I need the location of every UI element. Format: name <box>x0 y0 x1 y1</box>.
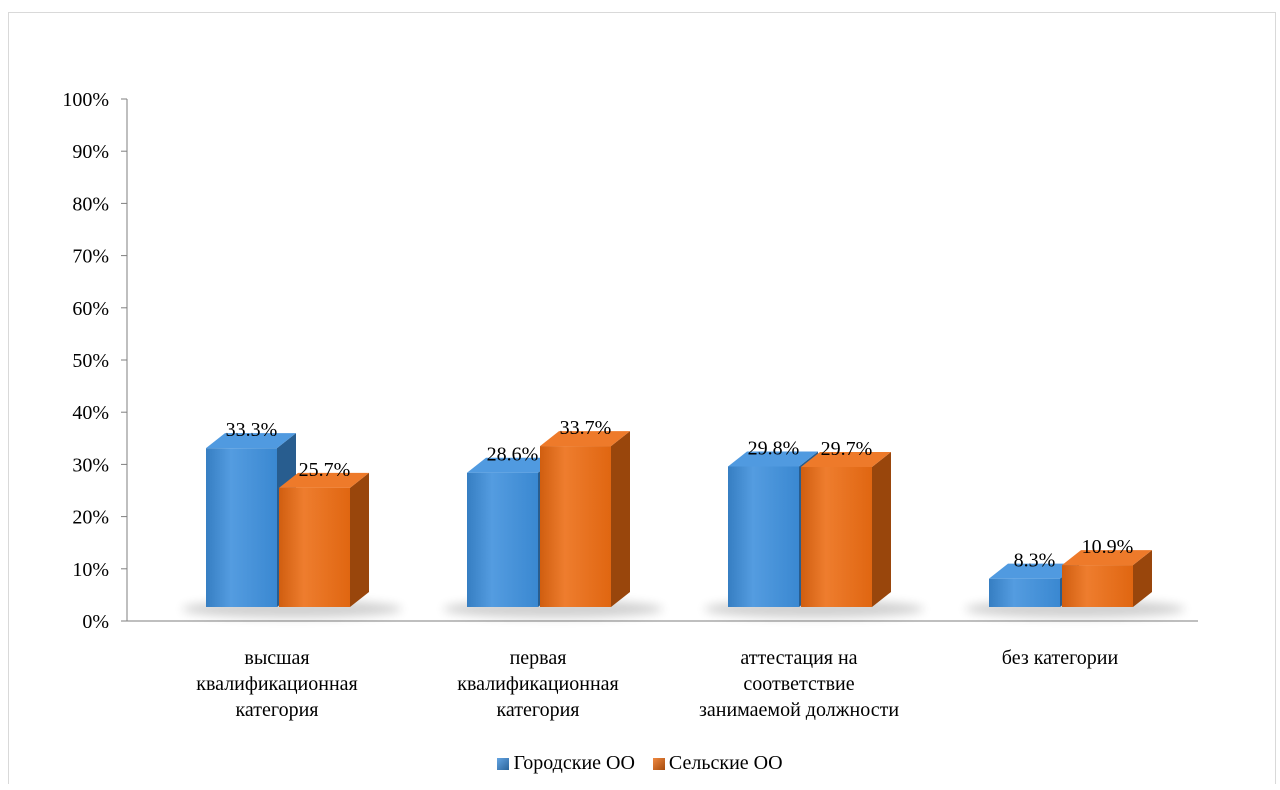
y-tick-label: 40% <box>72 402 109 424</box>
x-category-label: без категории <box>1002 647 1119 669</box>
data-label: 8.3% <box>1014 550 1056 572</box>
legend-label-series-1: Городские ОО <box>513 752 635 774</box>
x-category-label: аттестация на <box>740 647 857 669</box>
y-tick-label: 70% <box>72 246 109 268</box>
y-tick-label: 30% <box>72 454 109 476</box>
bar <box>801 466 872 607</box>
bar-top <box>801 451 891 467</box>
bar <box>206 448 277 607</box>
bar-side <box>611 431 630 607</box>
y-tick-label: 50% <box>72 350 109 372</box>
x-category-label: занимаемой должности <box>699 699 899 721</box>
data-label: 29.8% <box>748 437 800 459</box>
data-label: 10.9% <box>1082 536 1134 558</box>
bar-side <box>872 451 891 607</box>
legend-label-series-2: Сельские ОО <box>668 752 783 774</box>
data-label: 29.7% <box>821 438 873 460</box>
data-label: 28.6% <box>487 444 539 466</box>
data-label: 33.7% <box>560 417 612 439</box>
legend-swatch-series-2 <box>652 757 665 770</box>
data-label: 33.3% <box>226 419 278 441</box>
bar-chart: 0% 10% 20% 30% 40% 50% 60% 70% 80% 90% 100% 33.3% 25… <box>62 89 1198 721</box>
chart-frame <box>8 12 1276 784</box>
bar <box>540 446 611 607</box>
bar-top <box>728 451 818 467</box>
bar-top <box>989 563 1079 579</box>
x-category-label: квалификационная <box>457 673 618 695</box>
y-tick-label: 100% <box>62 89 109 111</box>
x-category-label: квалификационная <box>196 673 357 695</box>
y-tick-label: 60% <box>72 298 109 320</box>
bar <box>279 487 350 607</box>
x-category-label: соответствие <box>743 673 854 695</box>
bar-top <box>279 472 369 488</box>
x-category-label: категория <box>236 699 319 721</box>
y-tick-label: 90% <box>72 141 109 163</box>
bar-side <box>1133 550 1152 607</box>
bar-top <box>540 431 630 447</box>
y-tick-label: 20% <box>72 507 109 529</box>
y-tick-label: 10% <box>72 559 109 581</box>
legend: Городские ОО Сельские ОО <box>0 752 1280 775</box>
bar <box>1062 565 1133 607</box>
x-category-label: первая <box>510 647 567 669</box>
y-tick-label: 0% <box>82 611 109 633</box>
legend-swatch-series-1 <box>497 757 510 770</box>
bar-top <box>1062 550 1152 566</box>
bar-top <box>467 457 557 473</box>
data-label: 25.7% <box>299 459 351 481</box>
bar-top <box>206 433 296 449</box>
bar <box>728 466 799 607</box>
legend-item-series-1: Городские ОО <box>497 752 635 775</box>
x-category-label: высшая <box>244 647 309 669</box>
bar-side <box>350 472 369 607</box>
y-tick-label: 80% <box>72 193 109 215</box>
legend-item-series-2: Сельские ОО <box>652 752 783 775</box>
x-category-label: категория <box>497 699 580 721</box>
bar <box>467 472 538 607</box>
bar <box>989 578 1060 607</box>
